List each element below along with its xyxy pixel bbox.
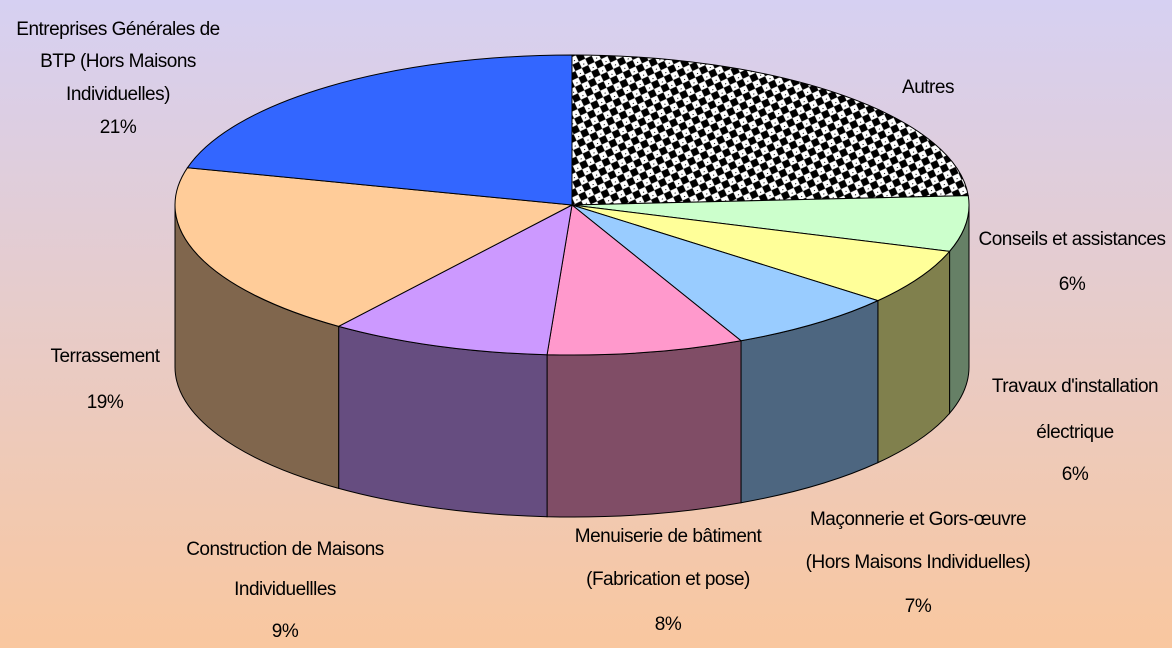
value-label: 9% xyxy=(272,621,299,642)
slice xyxy=(571,204,880,342)
value-label: 6% xyxy=(1062,464,1089,485)
slice xyxy=(546,204,743,356)
slice-label: électrique xyxy=(1036,422,1113,443)
value-label: 8% xyxy=(655,614,682,635)
slice-label: Travaux d'installation xyxy=(992,376,1158,397)
slice-label: (Hors Maisons Individuelles) xyxy=(806,552,1031,573)
slice xyxy=(337,204,573,356)
slice-label: Menuiserie de bâtiment xyxy=(575,526,763,547)
pie-tops xyxy=(174,54,970,356)
slice-side xyxy=(546,340,742,518)
slice-label: BTP (Hors Maisons xyxy=(40,51,196,72)
slice-side xyxy=(338,325,548,518)
labels: Autres Conseils et assistances 6% Travaux d… xyxy=(16,19,1166,642)
slice-label: Maçonnerie et Gors-œuvre xyxy=(810,509,1026,530)
slice-label: Construction de Maisons xyxy=(186,539,384,560)
value-label: 21% xyxy=(100,117,137,138)
slice xyxy=(571,54,969,206)
slice-label: Conseils et assistances xyxy=(978,229,1165,250)
value-label: 19% xyxy=(87,392,124,413)
slice xyxy=(174,167,574,327)
slice-label: Autres xyxy=(902,77,954,98)
slice-label: Individuellles xyxy=(234,579,336,600)
value-label: 7% xyxy=(905,596,932,617)
slice-label: Individuelles) xyxy=(66,84,170,105)
slice-label: (Fabrication et pose) xyxy=(586,569,750,590)
slice xyxy=(571,195,970,252)
slice xyxy=(571,204,951,302)
value-label: 6% xyxy=(1059,274,1086,295)
slice-label: Entreprises Générales de xyxy=(16,19,219,40)
slice-label: Terrassement xyxy=(50,346,160,367)
slice xyxy=(186,54,573,206)
pie-sides xyxy=(174,204,970,518)
